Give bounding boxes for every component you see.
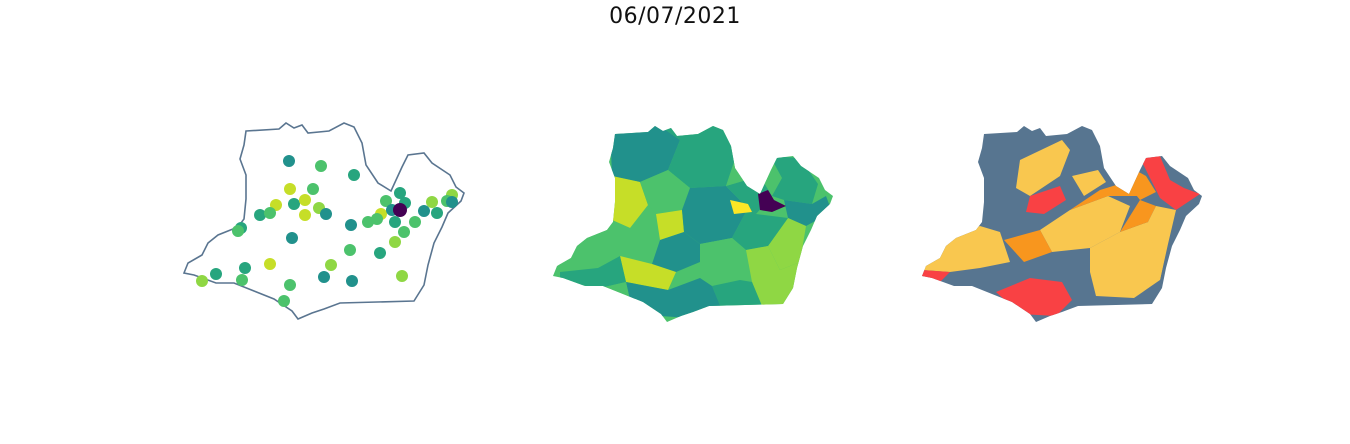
point-marker	[345, 219, 357, 231]
region-highlight	[758, 190, 786, 212]
point-marker	[426, 196, 438, 208]
region	[1016, 140, 1070, 196]
point-marker	[283, 155, 295, 167]
point-marker	[380, 195, 392, 207]
point-marker	[348, 169, 360, 181]
region	[768, 218, 806, 270]
choropleth-regions	[553, 126, 833, 322]
region	[612, 176, 648, 228]
point-marker	[288, 198, 300, 210]
point-marker	[344, 244, 356, 256]
region	[1004, 230, 1052, 262]
region	[553, 220, 630, 272]
region	[620, 256, 676, 290]
point-marker	[254, 209, 266, 221]
region	[1090, 222, 1170, 298]
point-marker	[315, 160, 327, 172]
region	[1026, 186, 1066, 214]
continuous-choropleth-panel	[553, 126, 833, 322]
region	[746, 246, 800, 310]
points-layer	[196, 155, 458, 307]
region	[1120, 200, 1156, 232]
region	[610, 126, 680, 182]
point-marker-highlight	[393, 203, 407, 217]
point-marker	[346, 275, 358, 287]
point-marker	[232, 225, 244, 237]
point-marker	[286, 232, 298, 244]
point-marker	[284, 183, 296, 195]
point-map-panel	[183, 122, 465, 320]
region	[732, 208, 788, 250]
region	[660, 126, 738, 188]
point-marker	[264, 258, 276, 270]
region	[730, 200, 752, 214]
point-marker	[389, 236, 401, 248]
point-marker	[236, 274, 248, 286]
region	[922, 226, 1010, 272]
region	[656, 210, 684, 240]
point-marker	[318, 271, 330, 283]
region	[652, 232, 700, 272]
region	[712, 280, 762, 310]
region	[1072, 170, 1106, 196]
point-marker	[389, 216, 401, 228]
point-marker	[371, 213, 383, 225]
point-marker	[284, 279, 296, 291]
point-marker	[409, 216, 421, 228]
region	[784, 196, 832, 226]
point-marker	[398, 226, 410, 238]
point-marker	[396, 270, 408, 282]
point-marker	[307, 183, 319, 195]
point-marker	[418, 205, 430, 217]
state-outline	[183, 122, 465, 320]
point-marker	[374, 247, 386, 259]
choropleth-regions	[922, 126, 1202, 322]
point-marker	[394, 187, 406, 199]
categorical-choropleth-panel	[922, 126, 1202, 322]
region	[560, 256, 626, 288]
point-marker	[431, 207, 443, 219]
region	[1140, 156, 1200, 210]
point-marker	[278, 295, 290, 307]
point-marker	[196, 275, 208, 287]
region	[922, 270, 950, 282]
point-marker	[239, 262, 251, 274]
point-marker	[299, 194, 311, 206]
point-marker	[446, 196, 458, 208]
region	[640, 170, 690, 214]
region	[1148, 206, 1176, 280]
point-marker	[320, 208, 332, 220]
point-marker	[299, 209, 311, 221]
point-marker	[210, 268, 222, 280]
point-marker	[325, 259, 337, 271]
region	[700, 238, 746, 286]
region	[1040, 196, 1130, 252]
figure-title: 06/07/2021	[609, 4, 741, 29]
point-marker	[264, 207, 276, 219]
